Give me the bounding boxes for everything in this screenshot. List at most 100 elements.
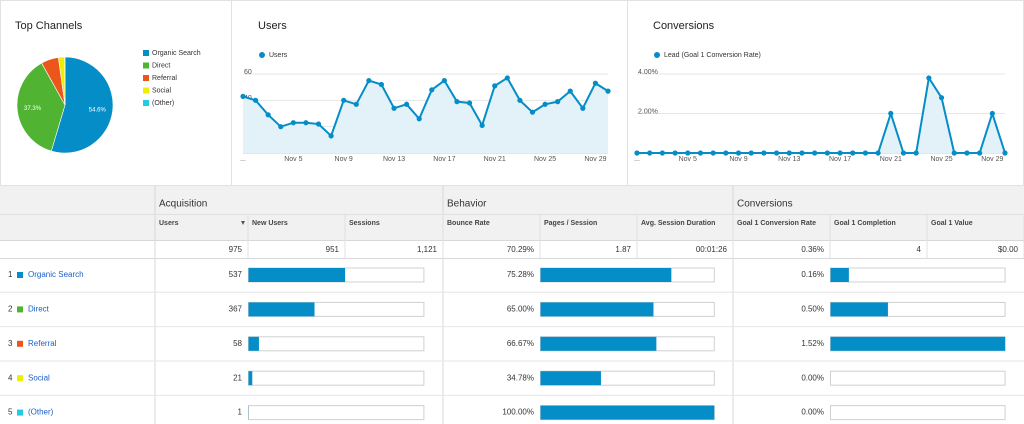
point[interactable] [850,150,856,156]
point[interactable] [391,105,397,111]
column-header[interactable]: New Users [252,220,288,227]
total-value: 4 [917,245,922,254]
point[interactable] [416,116,422,122]
row-index: 3 [8,339,13,348]
column-header[interactable]: Goal 1 Conversion Rate [737,220,816,227]
legend-swatch [143,87,149,94]
cell-value: 0.00% [801,373,824,382]
point[interactable] [290,120,296,126]
point[interactable] [786,150,792,156]
point[interactable] [812,150,818,156]
point[interactable] [504,75,510,81]
point[interactable] [875,150,881,156]
row-index: 1 [8,270,13,279]
channel-swatch [17,272,23,278]
point[interactable] [773,150,780,156]
point[interactable] [697,150,704,156]
area [637,77,1005,153]
column-header[interactable]: Goal 1 Completion [834,220,896,227]
point[interactable] [964,150,970,156]
slice-label: 54.6% [89,107,107,113]
point[interactable] [672,150,678,156]
point[interactable] [748,150,754,156]
point[interactable] [824,150,830,156]
point[interactable] [710,150,716,156]
point[interactable] [479,122,485,128]
point[interactable] [913,150,919,156]
point[interactable] [328,133,334,139]
point[interactable] [303,120,309,126]
point[interactable] [837,150,843,156]
channel-link[interactable]: Social [28,373,50,382]
point[interactable] [888,110,894,117]
point[interactable] [341,97,347,103]
channel-link[interactable]: Referral [28,339,57,348]
column-header[interactable]: Pages / Session [544,220,597,227]
point[interactable] [580,105,586,111]
point[interactable] [252,97,259,103]
bar [248,336,259,351]
point[interactable] [378,81,385,88]
channel-link[interactable]: (Other) [28,408,54,417]
legend-label: (Other) [152,100,174,107]
point[interactable] [1002,150,1008,156]
legend-swatch [143,50,149,56]
point[interactable] [735,150,742,156]
x-tick-label: Nov 21 [880,156,902,163]
bar [248,371,253,386]
cell-value: 75.28% [507,270,534,279]
point[interactable] [429,87,435,93]
point[interactable] [634,150,640,156]
column-header[interactable]: Goal 1 Value [931,220,973,227]
point[interactable] [761,150,767,156]
x-tick-label: Nov 29 [584,156,606,163]
point[interactable] [278,124,284,130]
table-header-bg [0,186,1024,240]
point[interactable] [404,101,410,107]
column-header[interactable]: Bounce Rate [447,220,490,227]
cell-value: 537 [229,270,243,279]
point[interactable] [723,150,729,156]
point[interactable] [315,121,322,127]
point[interactable] [938,95,945,101]
column-header[interactable]: Sessions [349,220,380,227]
point[interactable] [492,83,498,89]
bar [540,268,672,282]
point[interactable] [517,97,523,103]
point[interactable] [659,150,665,156]
point[interactable] [900,150,907,156]
x-tick-label: Nov 25 [534,156,556,163]
column-header[interactable]: Users [159,220,179,227]
bar [248,302,315,317]
chart-title: Top Channels [15,20,83,32]
point[interactable] [366,77,372,84]
point[interactable] [977,150,983,156]
point[interactable] [265,112,271,118]
point[interactable] [353,101,359,107]
sort-icon[interactable] [241,221,245,225]
point[interactable] [685,150,691,156]
point[interactable] [441,77,447,84]
point[interactable] [989,110,995,117]
point[interactable] [605,88,611,94]
channel-link[interactable]: Direct [28,305,50,314]
total-value: $0.00 [998,245,1019,254]
point[interactable] [799,150,805,156]
point[interactable] [240,93,246,99]
point[interactable] [555,99,561,105]
point[interactable] [951,150,957,156]
point[interactable] [466,100,473,106]
point[interactable] [567,88,573,94]
total-value: 975 [229,245,243,254]
bar-track [830,405,1006,421]
point[interactable] [542,101,548,107]
point[interactable] [454,99,460,105]
point[interactable] [926,75,932,81]
x-tick-label: ... [634,156,640,163]
point[interactable] [592,80,599,86]
point[interactable] [862,150,869,156]
point[interactable] [529,109,536,115]
channel-link[interactable]: Organic Search [28,270,84,279]
column-header[interactable]: Avg. Session Duration [641,220,715,227]
point[interactable] [647,150,653,156]
